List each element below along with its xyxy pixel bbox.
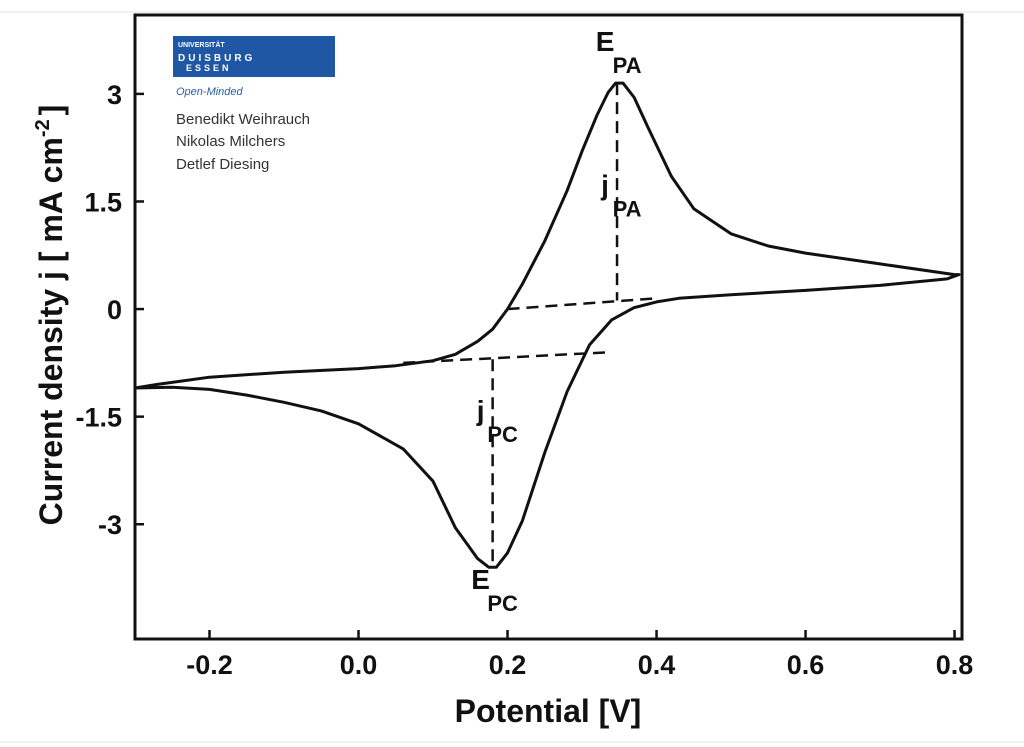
y-tick-label: 0: [107, 295, 122, 325]
x-tick-label: 0.6: [787, 650, 825, 680]
annotation-e-pa: EPA: [596, 26, 642, 78]
guide-lines-group: [403, 83, 657, 568]
logo-line-3: ESSEN: [186, 63, 232, 73]
x-tick-label: 0.4: [638, 650, 676, 680]
author-1: Benedikt Weihrauch: [176, 111, 310, 128]
annotation-symbol: E: [471, 564, 490, 595]
annotation-subscript: PA: [613, 53, 642, 78]
annotation-symbol: E: [596, 26, 615, 57]
logo-line-2: DUISBURG: [178, 53, 255, 64]
y-axis-title-main: Current density j [ mA cm: [33, 137, 69, 525]
annotation-symbol: j: [476, 395, 485, 426]
university-logo: UNIVERSITÄT DUISBURG ESSEN Open-Minded: [173, 36, 335, 98]
y-axis-ticks: 3 1.5 0 -1.5 -3: [75, 80, 144, 540]
annotation-symbol: j: [600, 169, 609, 200]
x-tick-label: -0.2: [186, 650, 233, 680]
annotation-j-pa: jPA: [600, 169, 641, 221]
curve-group: [134, 81, 961, 569]
logo-box: [173, 36, 335, 77]
x-tick-label: 0.8: [936, 650, 974, 680]
author-2: Nikolas Milchers: [176, 133, 285, 150]
author-3: Detlef Diesing: [176, 156, 269, 173]
cv-curve-0: [134, 81, 961, 569]
x-axis-title: Potential [V]: [455, 693, 642, 729]
y-tick-label: 1.5: [84, 187, 122, 217]
dashed-guide-2: [403, 350, 612, 365]
y-axis-title: Current density j [ mA cm-2]: [32, 105, 69, 526]
x-tick-label: 0.2: [489, 650, 527, 680]
annotation-j-pc: jPC: [476, 395, 518, 447]
plot-area-border: [133, 13, 964, 641]
annotation-subscript: PA: [613, 196, 642, 221]
y-tick-label: 3: [107, 80, 122, 110]
annotation-subscript: PC: [487, 591, 518, 616]
x-axis-ticks: -0.2 0.0 0.2 0.4 0.6 0.8: [186, 630, 973, 680]
annotation-subscript: PC: [487, 422, 518, 447]
dashed-guide-1: [507, 297, 657, 311]
y-tick-label: -3: [98, 510, 122, 540]
y-axis-title-close: ]: [33, 105, 69, 116]
x-tick-label: 0.0: [340, 650, 378, 680]
logo-tagline: Open-Minded: [176, 86, 244, 98]
y-tick-label: -1.5: [75, 403, 122, 433]
y-axis-title-superscript: -2: [32, 119, 54, 137]
annotation-e-pc: EPC: [471, 564, 518, 616]
logo-line-1: UNIVERSITÄT: [178, 41, 225, 49]
